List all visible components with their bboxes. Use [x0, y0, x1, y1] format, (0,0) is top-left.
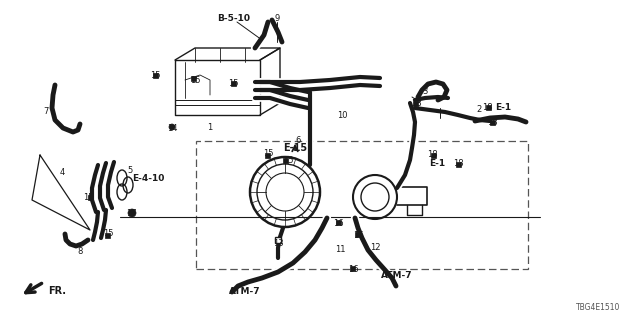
- Text: 10: 10: [337, 110, 348, 119]
- Bar: [431, 153, 435, 157]
- Text: 15: 15: [228, 78, 238, 87]
- Text: FR.: FR.: [48, 286, 66, 296]
- Text: 5: 5: [127, 165, 132, 174]
- Bar: [275, 237, 281, 243]
- Bar: [486, 105, 490, 109]
- Text: 17: 17: [125, 209, 136, 218]
- Bar: [355, 231, 360, 236]
- Bar: [230, 81, 236, 85]
- Text: 18: 18: [486, 117, 497, 126]
- Text: 18: 18: [452, 158, 463, 167]
- Bar: [104, 233, 109, 237]
- Text: ATM-7: ATM-7: [229, 286, 261, 295]
- Bar: [413, 100, 417, 106]
- Text: B-5-10: B-5-10: [218, 13, 250, 22]
- Text: 16: 16: [353, 230, 364, 239]
- Text: 4: 4: [60, 167, 65, 177]
- Text: 12: 12: [370, 244, 380, 252]
- Text: E-1: E-1: [495, 102, 511, 111]
- Text: 13: 13: [273, 238, 284, 247]
- Text: TBG4E1510: TBG4E1510: [576, 303, 620, 313]
- Text: 7: 7: [44, 107, 49, 116]
- Bar: [335, 220, 340, 225]
- Text: 16: 16: [333, 219, 343, 228]
- Text: E-1: E-1: [429, 158, 445, 167]
- Text: E-4-10: E-4-10: [132, 173, 164, 182]
- Text: 6: 6: [295, 135, 301, 145]
- Text: 15: 15: [150, 70, 160, 79]
- Bar: [456, 162, 461, 166]
- Text: 15: 15: [189, 76, 200, 84]
- Bar: [191, 76, 195, 81]
- Text: 8: 8: [77, 246, 83, 255]
- Text: 16: 16: [348, 266, 358, 275]
- Text: 15: 15: [283, 156, 293, 164]
- Text: 11: 11: [335, 244, 345, 253]
- Bar: [152, 73, 157, 77]
- Text: E-15: E-15: [283, 143, 307, 153]
- Text: 2: 2: [476, 105, 482, 114]
- Bar: [282, 157, 287, 163]
- Text: ATM-7: ATM-7: [381, 271, 413, 281]
- Text: 18: 18: [482, 102, 492, 111]
- Circle shape: [128, 209, 136, 217]
- Text: 15: 15: [83, 193, 93, 202]
- Circle shape: [169, 124, 175, 130]
- Bar: [88, 195, 93, 199]
- Text: 18: 18: [427, 149, 437, 158]
- Text: 1: 1: [207, 123, 212, 132]
- Text: 3: 3: [422, 86, 428, 95]
- Text: 9: 9: [275, 13, 280, 22]
- Text: 15: 15: [103, 229, 113, 238]
- Text: 18: 18: [411, 99, 421, 108]
- Bar: [349, 266, 355, 270]
- Text: 14: 14: [167, 124, 177, 132]
- Text: 15: 15: [263, 148, 273, 157]
- Bar: [264, 153, 269, 157]
- Bar: [490, 119, 495, 124]
- Bar: [196, 141, 528, 269]
